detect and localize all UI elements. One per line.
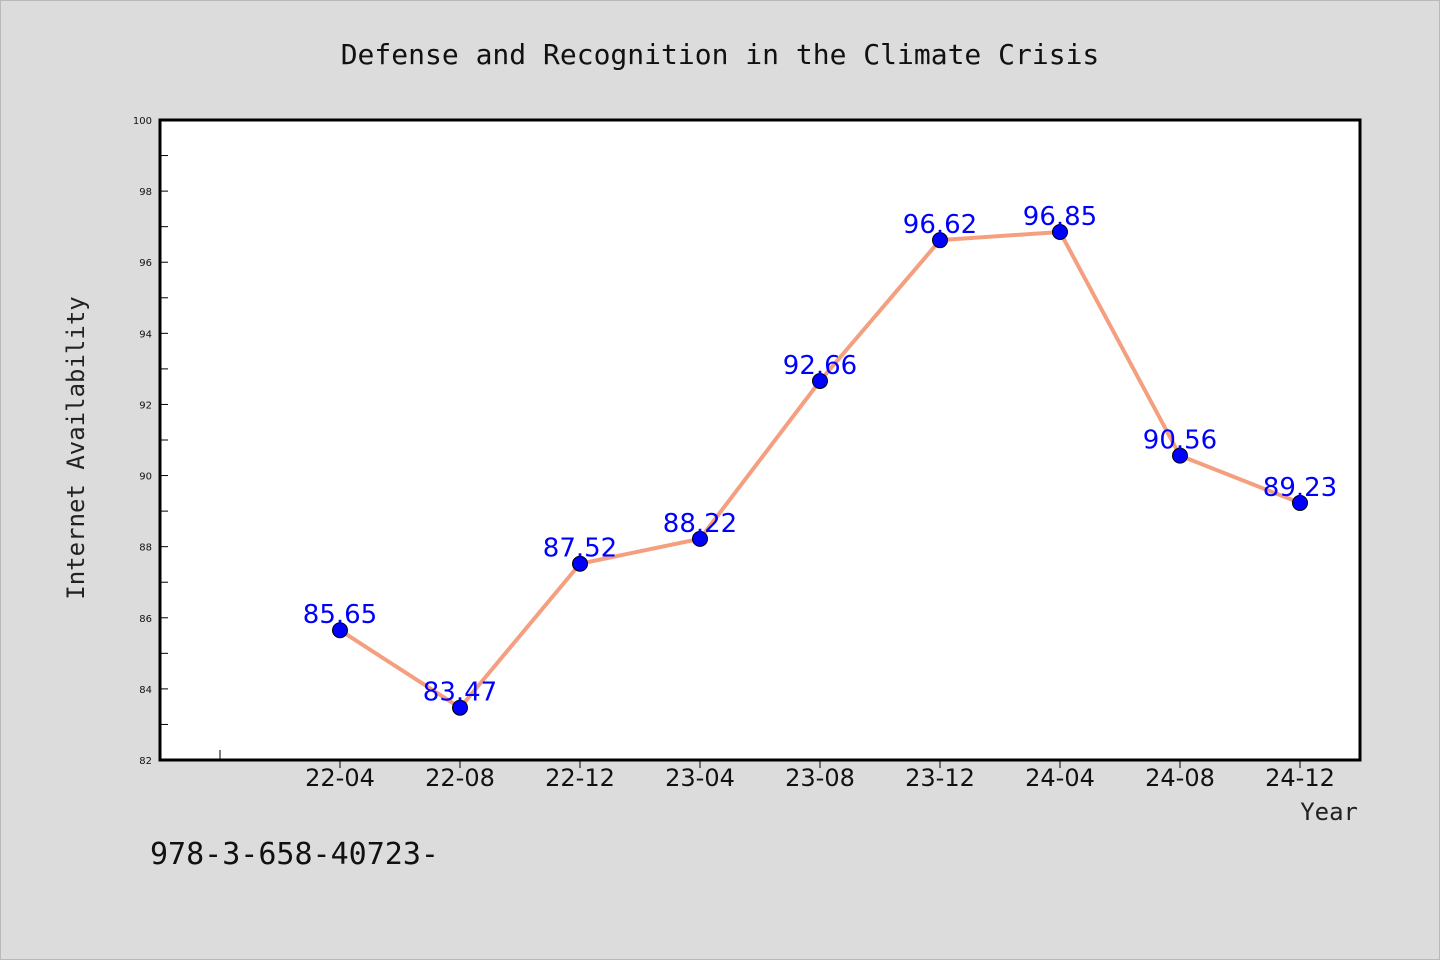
x-tick-label: 24-08 <box>1145 764 1215 792</box>
data-label: 83.47 <box>423 678 497 708</box>
data-label: 92.66 <box>783 351 857 381</box>
data-point <box>1172 447 1188 464</box>
data-point <box>932 232 948 249</box>
y-tick-label: 98 <box>139 187 152 198</box>
data-label: 89.23 <box>1263 473 1337 503</box>
x-tick-label: 23-08 <box>785 764 855 792</box>
y-tick-label: 92 <box>139 400 152 411</box>
data-point <box>812 372 828 389</box>
y-tick-label: 94 <box>139 329 152 340</box>
data-label: 96.62 <box>903 210 977 240</box>
y-tick-label: 100 <box>133 116 152 127</box>
x-tick-label: 22-12 <box>545 764 615 792</box>
data-label: 87.52 <box>543 534 617 564</box>
data-point <box>572 555 588 572</box>
x-tick-label: 23-12 <box>905 764 975 792</box>
x-tick-label: 24-04 <box>1025 764 1095 792</box>
x-axis-ticks: 22-04 22-08 22-12 23-04 23-08 23-12 24-04 24-08… <box>219 750 1335 792</box>
plot-border <box>158 118 1362 762</box>
y-axis-label: Internet Availability <box>62 296 90 599</box>
x-tick-label: 23-04 <box>665 764 735 792</box>
y-tick-label: 82 <box>139 756 152 767</box>
data-label: 96.85 <box>1023 202 1097 232</box>
y-tick-label: 88 <box>139 543 152 554</box>
y-tick-label: 96 <box>139 258 152 269</box>
y-tick-label: 84 <box>139 685 152 696</box>
plot-area <box>160 120 1360 760</box>
series-markers <box>332 224 1308 716</box>
data-point <box>1292 494 1308 511</box>
y-tick-label: 90 <box>139 472 152 483</box>
data-label: 88.22 <box>663 509 737 539</box>
y-tick-label: 86 <box>139 614 152 625</box>
data-label: 90.56 <box>1143 426 1217 456</box>
x-tick-label: 22-04 <box>305 764 375 792</box>
data-point <box>1052 224 1068 240</box>
data-labels: 85.65 83.47 87.52 88.22 92.66 96.62 96.85 90.56… <box>303 202 1337 708</box>
y-axis-ticks: 82 84 86 88 90 92 94 96 98 100 <box>133 116 168 767</box>
chart-title: Defense and Recognition in the Climate C… <box>341 38 1100 71</box>
x-tick-label: 24-12 <box>1265 764 1335 792</box>
data-point <box>452 699 468 716</box>
data-point <box>692 530 708 547</box>
data-label: 85.65 <box>303 600 377 630</box>
footer-text: 978-3-658-40723- <box>150 837 439 872</box>
x-tick-label: 22-08 <box>425 764 495 792</box>
data-point <box>332 622 348 639</box>
x-axis-label: Year <box>1300 798 1358 826</box>
